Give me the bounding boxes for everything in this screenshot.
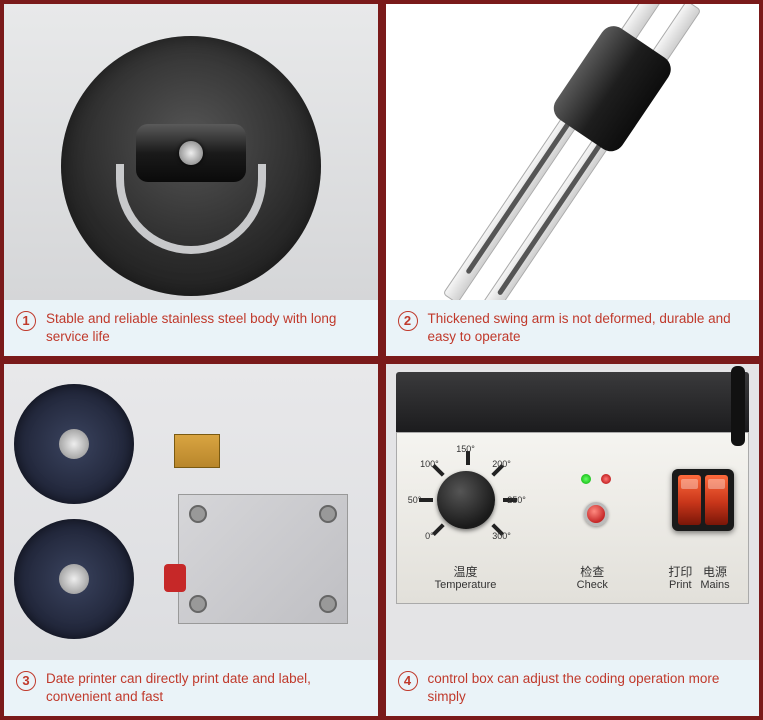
- label-check: 检查 Check: [562, 565, 622, 593]
- dial-marking: 150°: [456, 444, 475, 454]
- status-led-red: [601, 474, 611, 484]
- caption-number: 2: [398, 311, 418, 331]
- dial-marking: 300°: [492, 531, 511, 541]
- panel-swing-arm: 2 Thickened swing arm is not deformed, d…: [386, 4, 760, 356]
- dial-marking: 250°: [507, 495, 526, 505]
- panel-date-printer: 3 Date printer can directly print date a…: [4, 364, 378, 716]
- panel-stainless-body: 1 Stable and reliable stainless steel bo…: [4, 4, 378, 356]
- rocker-print[interactable]: [678, 475, 701, 525]
- rocker-mains[interactable]: [705, 475, 728, 525]
- caption-number: 1: [16, 311, 36, 331]
- caption-bar-4: 4 control box can adjust the coding oper…: [386, 660, 760, 716]
- status-led-green: [581, 474, 591, 484]
- caption-text: Thickened swing arm is not deformed, dur…: [428, 310, 748, 346]
- caption-bar-3: 3 Date printer can directly print date a…: [4, 660, 378, 716]
- dial-marking: 50°: [408, 495, 422, 505]
- caption-text: Stable and reliable stainless steel body…: [46, 310, 366, 346]
- dial-marking: 200°: [492, 459, 511, 469]
- product-image-2: [386, 4, 760, 300]
- caption-number: 3: [16, 671, 36, 691]
- product-image-4: 0° 50° 100° 150° 200° 250° 300°: [386, 364, 760, 660]
- label-temperature: 温度 Temperature: [411, 565, 521, 593]
- label-print-mains: 打印 Print 电源 Mains: [664, 565, 734, 593]
- caption-bar-2: 2 Thickened swing arm is not deformed, d…: [386, 300, 760, 356]
- caption-number: 4: [398, 671, 418, 691]
- power-print-rocker-switch[interactable]: [672, 469, 734, 531]
- caption-text: Date printer can directly print date and…: [46, 670, 366, 706]
- temperature-dial[interactable]: 0°50°100°150°200°250°300°: [411, 445, 521, 555]
- caption-text: control box can adjust the coding operat…: [428, 670, 748, 706]
- product-image-1: [4, 4, 378, 300]
- dial-marking: 0°: [425, 531, 434, 541]
- caption-bar-1: 1 Stable and reliable stainless steel bo…: [4, 300, 378, 356]
- check-button[interactable]: [584, 502, 608, 526]
- power-cable: [731, 366, 745, 446]
- product-image-3: [4, 364, 378, 660]
- dial-marking: 100°: [420, 459, 439, 469]
- panel-control-box: 0° 50° 100° 150° 200° 250° 300°: [386, 364, 760, 716]
